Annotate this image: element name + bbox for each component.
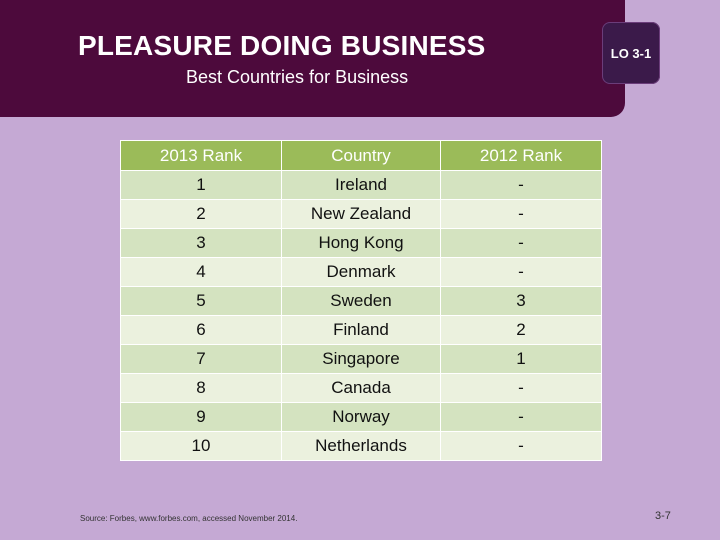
table-row: 3 Hong Kong - bbox=[120, 228, 602, 258]
country-cell: Denmark bbox=[281, 257, 441, 287]
country-cell: Hong Kong bbox=[281, 228, 441, 258]
country-cell: Singapore bbox=[281, 344, 441, 374]
rank-2012-cell: - bbox=[440, 431, 602, 461]
rank-2012-cell: 1 bbox=[440, 344, 602, 374]
rank-2012-cell: 2 bbox=[440, 315, 602, 345]
country-cell: Norway bbox=[281, 402, 441, 432]
header-2013-rank: 2013 Rank bbox=[120, 140, 282, 171]
country-cell: Ireland bbox=[281, 170, 441, 200]
rank-2013-cell: 8 bbox=[120, 373, 282, 403]
rank-2013-cell: 3 bbox=[120, 228, 282, 258]
rank-2012-cell: - bbox=[440, 170, 602, 200]
rank-2012-cell: 3 bbox=[440, 286, 602, 316]
rank-2012-cell: - bbox=[440, 199, 602, 229]
rank-2012-cell: - bbox=[440, 257, 602, 287]
table-header-row: 2013 Rank Country 2012 Rank bbox=[120, 140, 602, 171]
rank-2012-cell: - bbox=[440, 402, 602, 432]
rank-2013-cell: 7 bbox=[120, 344, 282, 374]
country-cell: Canada bbox=[281, 373, 441, 403]
rank-2013-cell: 10 bbox=[120, 431, 282, 461]
title-banner: PLEASURE DOING BUSINESS Best Countries f… bbox=[0, 0, 625, 117]
header-country: Country bbox=[281, 140, 441, 171]
table-row: 5 Sweden 3 bbox=[120, 286, 602, 316]
slide-subtitle: Best Countries for Business bbox=[186, 67, 409, 87]
rank-2013-cell: 4 bbox=[120, 257, 282, 287]
slide-title: PLEASURE DOING BUSINESS bbox=[78, 30, 486, 61]
table-row: 6 Finland 2 bbox=[120, 315, 602, 345]
table-row: 10 Netherlands - bbox=[120, 431, 602, 461]
table-row: 1 Ireland - bbox=[120, 170, 602, 200]
rank-2012-cell: - bbox=[440, 373, 602, 403]
page-number: 3-7 bbox=[655, 510, 671, 522]
rank-2013-cell: 2 bbox=[120, 199, 282, 229]
table-row: 8 Canada - bbox=[120, 373, 602, 403]
country-cell: New Zealand bbox=[281, 199, 441, 229]
learning-objective-badge: LO 3-1 bbox=[602, 22, 660, 84]
country-cell: Sweden bbox=[281, 286, 441, 316]
header-2012-rank: 2012 Rank bbox=[440, 140, 602, 171]
table-row: 2 New Zealand - bbox=[120, 199, 602, 229]
rank-2013-cell: 1 bbox=[120, 170, 282, 200]
rank-2012-cell: - bbox=[440, 228, 602, 258]
table-row: 7 Singapore 1 bbox=[120, 344, 602, 374]
ranking-table: 2013 Rank Country 2012 Rank 1 Ireland - … bbox=[120, 140, 602, 461]
source-note: Source: Forbes, www.forbes.com, accessed… bbox=[80, 514, 298, 523]
rank-2013-cell: 6 bbox=[120, 315, 282, 345]
table-row: 9 Norway - bbox=[120, 402, 602, 432]
country-cell: Netherlands bbox=[281, 431, 441, 461]
rank-2013-cell: 5 bbox=[120, 286, 282, 316]
country-cell: Finland bbox=[281, 315, 441, 345]
table-row: 4 Denmark - bbox=[120, 257, 602, 287]
rank-2013-cell: 9 bbox=[120, 402, 282, 432]
